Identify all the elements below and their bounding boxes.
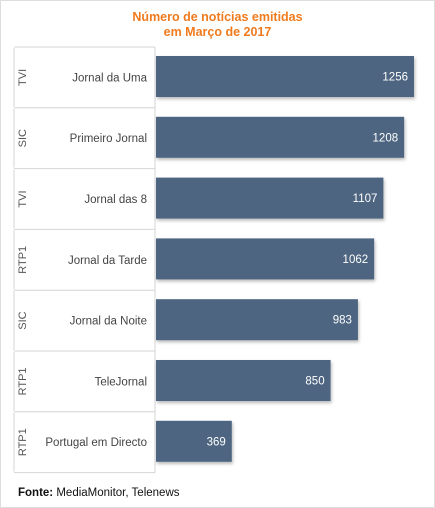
chart-title-line-1: Número de notícias emitidas: [132, 10, 303, 24]
group-label: RTP1: [17, 246, 29, 274]
category-label: Jornal da Tarde: [68, 255, 147, 267]
data-label: 983: [333, 315, 352, 327]
bar: [156, 177, 384, 219]
data-label: 850: [305, 376, 324, 388]
group-label: SIC: [17, 129, 29, 147]
bar: [156, 360, 331, 401]
data-label: 1107: [353, 193, 378, 205]
group-label: RTP1: [17, 428, 29, 456]
bar: [156, 56, 414, 97]
category-label: TeleJornal: [95, 376, 147, 388]
group-label: RTP1: [17, 367, 29, 395]
data-label: 369: [207, 436, 226, 448]
source-label: Fonte:: [18, 487, 54, 499]
category-label: Jornal das 8: [84, 194, 147, 206]
category-label: Jornal da Uma: [72, 72, 147, 84]
category-label: Primeiro Jornal: [70, 133, 147, 145]
bar: [156, 116, 405, 158]
data-label: 1208: [373, 132, 399, 144]
chart-title-line-2: em Março de 2017: [163, 25, 272, 39]
data-label: 1256: [382, 72, 408, 84]
bar: [156, 238, 375, 280]
data-label: 1062: [343, 254, 369, 266]
group-label: SIC: [17, 311, 29, 329]
category-label: Portugal em Directo: [45, 437, 147, 449]
group-label: TVI: [17, 69, 29, 86]
chart-title: Número de notícias emitidas em Março de …: [0, 10, 435, 40]
source-text: MediaMonitor, Telenews: [56, 487, 180, 499]
source-note: Fonte: MediaMonitor, Telenews: [18, 487, 180, 499]
group-label: TVI: [17, 190, 29, 207]
bar: [156, 420, 232, 462]
category-label: Jornal da Noite: [70, 316, 147, 328]
bar: [156, 299, 358, 341]
